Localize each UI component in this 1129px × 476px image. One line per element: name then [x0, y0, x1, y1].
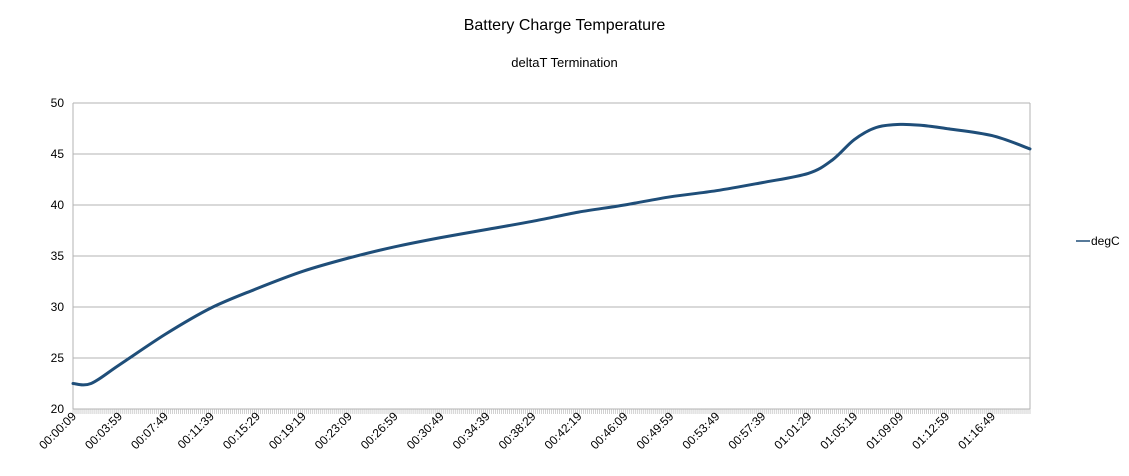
- x-tick-label: 00:19:19: [266, 409, 309, 452]
- y-tick-label: 40: [51, 198, 65, 212]
- x-tick-label: 01:05:19: [817, 409, 860, 452]
- y-tick-label: 35: [51, 249, 65, 263]
- y-tick-label: 50: [51, 96, 65, 110]
- y-tick-label: 30: [51, 300, 65, 314]
- x-tick-label: 00:42:19: [542, 409, 585, 452]
- legend-label: degC: [1091, 234, 1120, 248]
- x-tick-label: 01:16:49: [955, 409, 998, 452]
- x-tick-label: 00:34:39: [450, 409, 493, 452]
- x-tick-label: 00:30:49: [404, 409, 447, 452]
- x-tick-label: 00:53:49: [680, 409, 723, 452]
- x-tick-label: 00:15:29: [220, 409, 263, 452]
- legend: degC: [1076, 234, 1120, 248]
- x-tick-label: 00:49:59: [634, 409, 677, 452]
- x-tick-label: 01:01:29: [771, 409, 814, 452]
- x-tick-label: 01:09:09: [863, 409, 906, 452]
- series-line-degC: [71, 122, 1032, 387]
- x-tick-label: 01:12:59: [909, 409, 952, 452]
- x-tick-label: 00:11:39: [175, 409, 218, 452]
- x-tick-label: 00:38:29: [496, 409, 539, 452]
- y-tick-label: 45: [51, 147, 65, 161]
- x-tick-label: 00:57:39: [725, 409, 768, 452]
- x-minor-ticks: [72, 409, 1031, 414]
- chart-subtitle: deltaT Termination: [511, 55, 618, 70]
- x-tick-label: 00:07:49: [128, 409, 171, 452]
- x-tick-label: 00:03:59: [82, 409, 125, 452]
- x-tick-label: 00:46:09: [588, 409, 631, 452]
- x-tick-label: 00:23:09: [312, 409, 355, 452]
- y-tick-label: 25: [51, 351, 65, 365]
- x-tick-label: 00:26:59: [358, 409, 401, 452]
- y-tick-label: 20: [51, 402, 65, 416]
- chart-title: Battery Charge Temperature: [463, 17, 666, 34]
